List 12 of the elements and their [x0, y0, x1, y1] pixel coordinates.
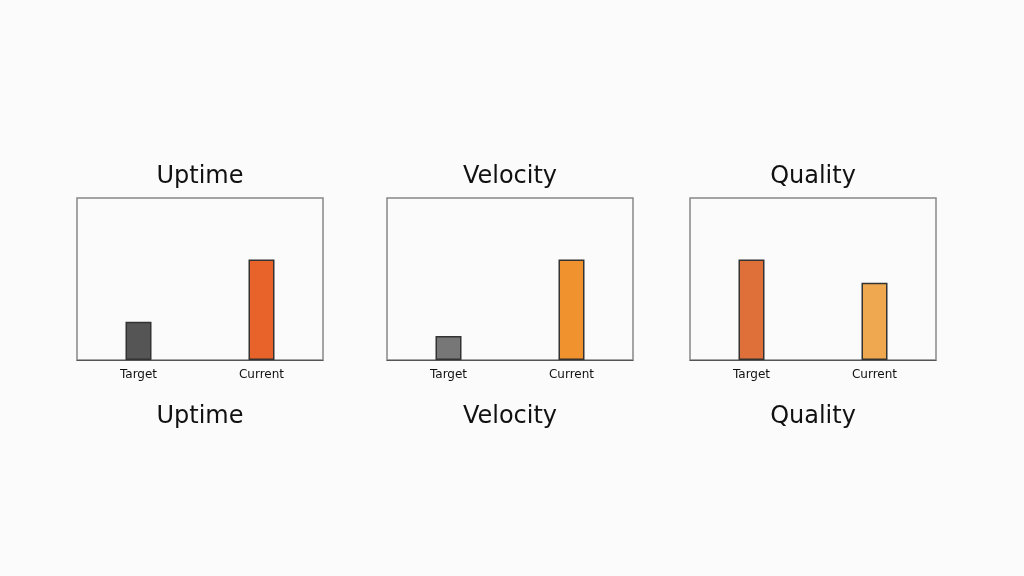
x-tick-label: Target: [118, 367, 158, 381]
x-tick-label: Current: [238, 367, 285, 381]
text: Quality: [770, 401, 856, 429]
chart-title: Uptime: [156, 161, 244, 189]
x-tick-label: Current: [851, 367, 898, 381]
chart-title: Velocity: [462, 161, 558, 189]
chart-title: Quality: [770, 161, 856, 189]
x-tick-label: Target: [428, 367, 468, 381]
text: Uptime: [156, 401, 244, 429]
text: Velocity: [462, 401, 558, 429]
x-tick-label: Current: [548, 367, 595, 381]
x-tick-label: Target: [731, 367, 771, 381]
